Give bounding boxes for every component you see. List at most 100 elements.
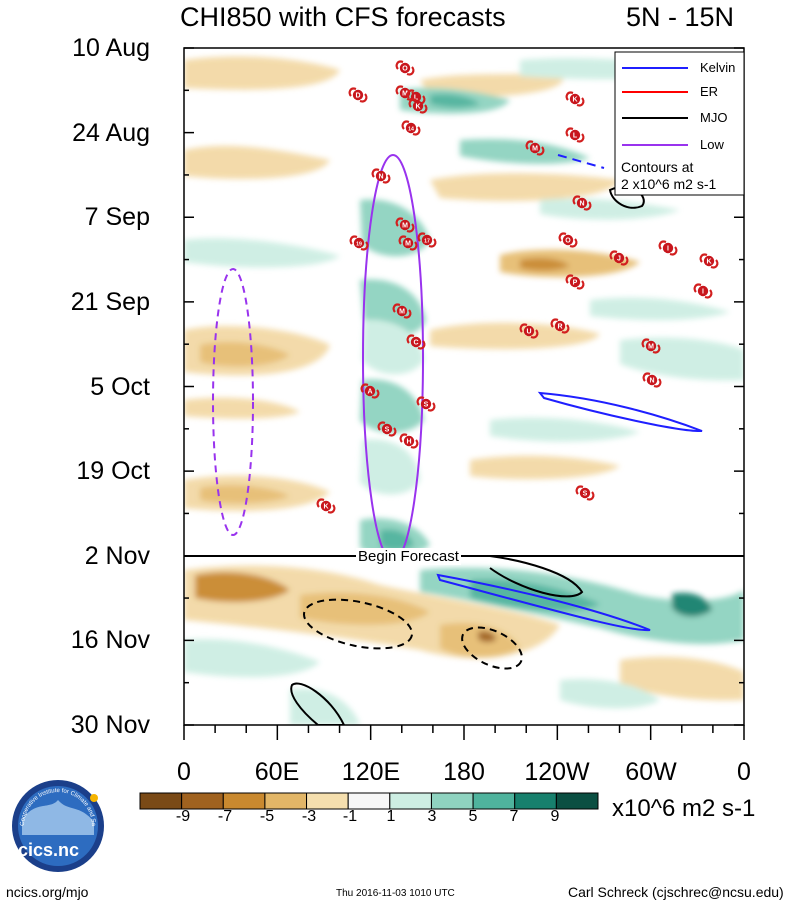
storm-marker: K — [699, 253, 719, 269]
storm-marker: 19 — [349, 235, 369, 251]
kelvin-contour-1 — [537, 391, 703, 433]
storm-label: A — [367, 389, 372, 396]
colorbar-swatch — [472, 792, 516, 810]
colorbar-tick-label: 5 — [468, 808, 478, 825]
storm-marker: K — [565, 91, 585, 107]
colorbar-tick-label: 9 — [550, 808, 560, 825]
svg-text:Cooperative Institute for Clim: Cooperative Institute for Climate and Sa… — [10, 778, 96, 827]
legend-label-er: ER — [700, 84, 719, 99]
x-tick-label: 0 — [737, 758, 751, 786]
colorbar-units: x10^6 m2 s-1 — [612, 795, 756, 822]
storm-marker: C — [406, 334, 426, 350]
kelvin-contour-2 — [436, 573, 651, 632]
storm-marker: K — [408, 98, 428, 114]
storm-marker: M — [525, 140, 545, 156]
mjo-positive-contour-3 — [290, 682, 346, 725]
chart-title: CHI850 with CFS forecasts — [180, 2, 506, 32]
legend-label-mjo: MJO — [700, 110, 728, 125]
mjo-negative-contour-2 — [461, 626, 523, 670]
y-tick-label: 21 Sep — [70, 288, 150, 316]
storm-label: 14 — [408, 127, 414, 133]
storm-marker: K — [316, 498, 336, 514]
colorbar-swatch — [389, 792, 432, 810]
x-tick-label: 120E — [341, 758, 401, 786]
storm-marker: I — [658, 240, 678, 256]
y-tick-label: 7 Sep — [84, 203, 150, 231]
storm-label: N — [579, 201, 584, 208]
storm-label: O — [402, 66, 408, 73]
storm-markers: ODMLK14KLMNNM19M17OJIKPIMURCMNASSHSK26 — [316, 60, 719, 564]
storm-marker: I — [693, 283, 713, 299]
mjo-negative-contour-1 — [303, 598, 413, 650]
storm-marker: M — [395, 217, 415, 233]
storm-label: H — [406, 439, 411, 446]
storm-marker: S — [575, 485, 595, 501]
footer-website-link[interactable]: ncics.org/mjo — [6, 884, 89, 900]
storm-label: M — [402, 91, 408, 98]
storm-marker: 17 — [417, 232, 437, 248]
storm-label: U — [526, 329, 531, 336]
colorbar-swatch — [181, 792, 224, 810]
logo-text: cics.nc — [18, 840, 80, 860]
storm-label: K — [415, 104, 420, 111]
logo-ring-textpath: Cooperative Institute for Climate and Sa… — [10, 778, 96, 827]
cicsnc-logo — [12, 780, 104, 872]
y-tick-label: 5 Oct — [90, 373, 150, 401]
colorbar-tick-label: -3 — [301, 808, 317, 825]
colorbar-swatch — [222, 792, 266, 810]
storm-marker: H — [399, 433, 419, 449]
colorbar-swatch — [430, 792, 474, 810]
storm-marker: A — [360, 383, 380, 399]
colorbar-swatch — [264, 792, 308, 810]
mjo-positive-contour-1 — [489, 555, 584, 598]
colorbar — [139, 792, 599, 810]
storm-label: K — [572, 97, 577, 104]
storm-label: N — [378, 174, 383, 181]
colorbar-tick-label: 1 — [386, 808, 396, 825]
colorbar-tick-label: -9 — [175, 808, 191, 825]
storm-label: L — [573, 133, 578, 140]
storm-marker: N — [572, 195, 592, 211]
storm-marker: 14 — [401, 120, 421, 136]
storm-marker: P — [565, 274, 585, 290]
colorbar-tick-label: 3 — [427, 808, 437, 825]
storm-marker: J — [609, 250, 629, 266]
x-tick-label: 0 — [177, 758, 191, 786]
y-tick-label: 10 Aug — [72, 34, 150, 62]
storm-label: M — [402, 223, 408, 230]
storm-label: M — [648, 344, 654, 351]
storm-label: K — [706, 259, 711, 266]
storm-label: P — [573, 280, 578, 287]
colorbar-tick-label: -7 — [217, 808, 233, 825]
latitude-band: 5N - 15N — [626, 2, 735, 32]
storm-label: I — [702, 289, 704, 296]
legend — [614, 51, 745, 196]
legend-label-low: Low — [700, 137, 724, 152]
storm-label: S — [385, 427, 390, 434]
storm-label: C — [413, 340, 418, 347]
logo-ring-text: Cooperative Institute for Climate and Sa… — [10, 778, 96, 827]
storm-marker: S — [416, 396, 436, 412]
storm-marker: M — [641, 338, 661, 354]
colorbar-swatch — [514, 792, 557, 810]
x-tick-label: 60W — [625, 758, 677, 786]
storm-marker: D — [348, 87, 368, 103]
y-tick-label: 24 Aug — [72, 119, 150, 147]
storm-marker: S — [377, 421, 397, 437]
storm-label: I — [667, 246, 669, 253]
storm-label: J — [617, 256, 621, 263]
colorbar-swatch — [139, 792, 183, 810]
storm-marker: O — [395, 60, 415, 76]
x-tick-label: 120W — [524, 758, 590, 786]
storm-label: K — [323, 504, 328, 511]
storm-marker: N — [642, 372, 662, 388]
colorbar-tick-label: -5 — [259, 808, 275, 825]
storm-marker: U — [519, 323, 539, 339]
shaded-field — [184, 48, 744, 725]
footer-author: Carl Schreck (cjschrec@ncsu.edu) — [568, 884, 784, 900]
colorbar-swatch — [555, 792, 599, 810]
storm-label: S — [583, 491, 588, 498]
y-ticks — [184, 47, 744, 726]
storm-label: O — [565, 238, 571, 245]
